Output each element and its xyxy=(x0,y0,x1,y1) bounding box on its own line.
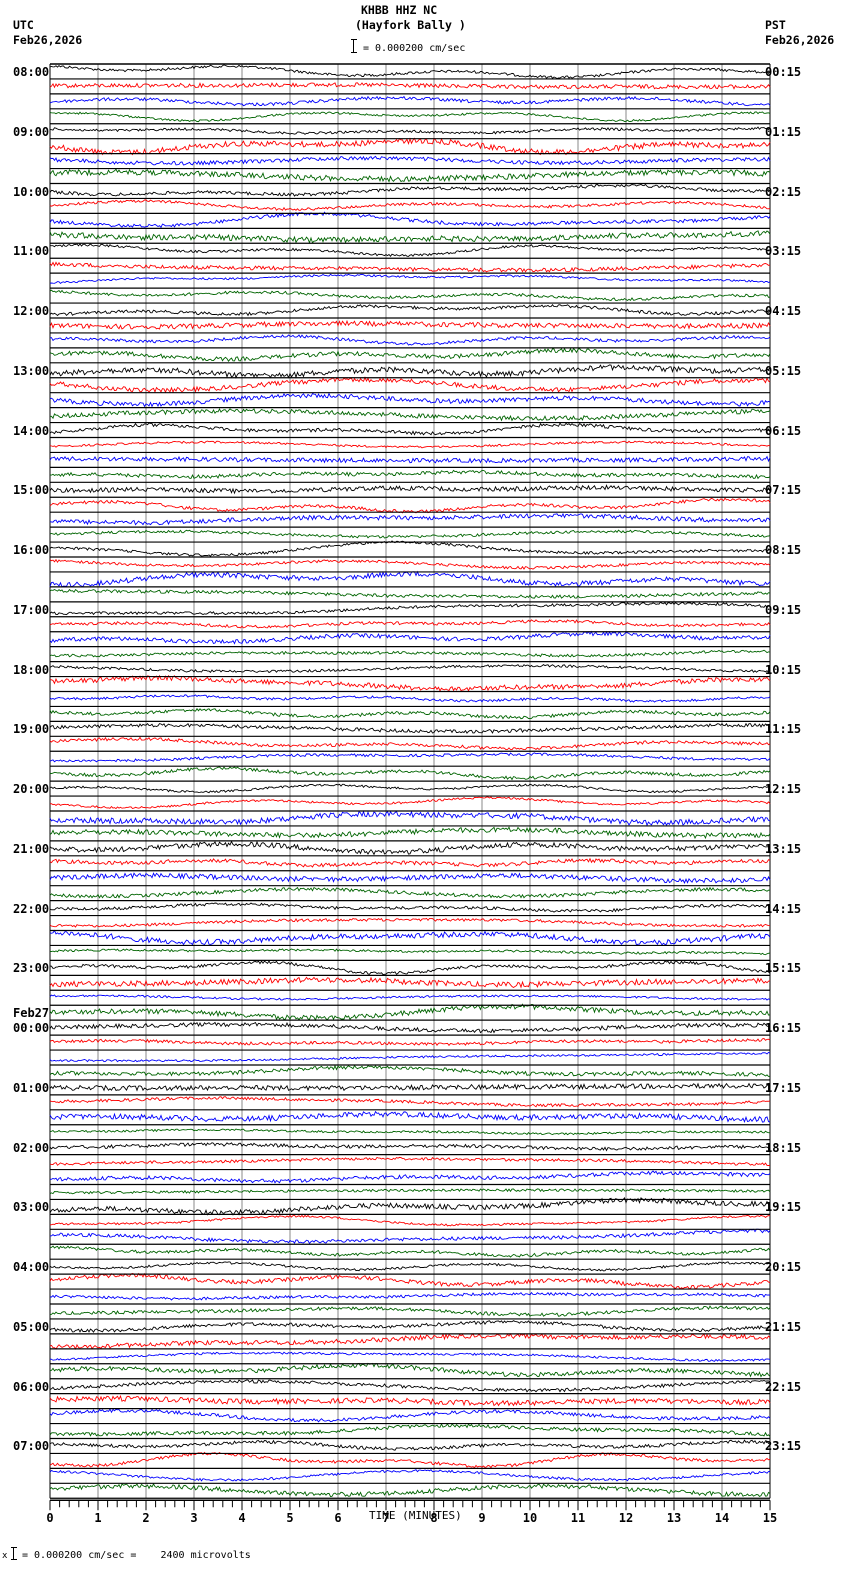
utc-hour-label: 21:00 xyxy=(13,841,50,856)
x-tick-label: 8 xyxy=(430,1511,438,1526)
x-tick-label: 4 xyxy=(238,1511,246,1526)
pst-hour-label: 16:15 xyxy=(765,1021,802,1036)
x-tick-label: 0 xyxy=(46,1511,54,1526)
pst-hour-label: 23:15 xyxy=(765,1439,802,1454)
date-change-label: Feb27 xyxy=(13,1006,50,1021)
utc-hour-label: 07:00 xyxy=(13,1439,50,1454)
x-tick-label: 12 xyxy=(618,1511,634,1526)
utc-hour-label: 23:00 xyxy=(13,961,50,976)
pst-hour-label: 05:15 xyxy=(765,363,802,378)
pst-hour-label: 07:15 xyxy=(765,483,802,498)
utc-hour-label: 19:00 xyxy=(13,722,50,737)
pst-hour-label: 21:15 xyxy=(765,1319,802,1334)
header-utc-date: Feb26,2026 xyxy=(13,33,83,47)
utc-hour-label: 04:00 xyxy=(13,1260,50,1275)
pst-hour-label: 02:15 xyxy=(765,184,802,199)
pst-hour-label: 01:15 xyxy=(765,124,802,139)
footer-scale-text: = 0.000200 cm/sec = 2400 microvolts xyxy=(22,1550,251,1561)
utc-hour-label: 15:00 xyxy=(13,483,50,498)
utc-hour-label: 14:00 xyxy=(13,423,50,438)
header-pst-date: Feb26,2026 xyxy=(765,33,835,47)
utc-hour-label: 16:00 xyxy=(13,543,50,558)
utc-hour-label: 12:00 xyxy=(13,304,50,319)
x-tick-label: 3 xyxy=(190,1511,198,1526)
pst-hour-label: 19:15 xyxy=(765,1200,802,1215)
utc-hour-label: 22:00 xyxy=(13,901,50,916)
pst-hour-label: 15:15 xyxy=(765,961,802,976)
header-location: (Hayfork Bally ) xyxy=(355,18,466,32)
utc-hour-label: 08:00 xyxy=(13,65,50,79)
header-station: KHBB HHZ NC xyxy=(361,3,438,17)
x-tick-label: 2 xyxy=(142,1511,150,1526)
x-tick-label: 15 xyxy=(762,1511,778,1526)
utc-hour-label: 03:00 xyxy=(13,1200,50,1215)
header-utc-label: UTC xyxy=(13,18,34,32)
utc-hour-label: 09:00 xyxy=(13,124,50,139)
utc-hour-label: 00:00 xyxy=(13,1021,50,1036)
x-axis-title: TIME (MINUTES) xyxy=(369,1509,462,1522)
pst-hour-label: 09:15 xyxy=(765,602,802,617)
time-axis xyxy=(49,1499,771,1511)
x-tick-label: 10 xyxy=(522,1511,538,1526)
utc-hour-label: 18:00 xyxy=(13,662,50,677)
pst-hour-label: 08:15 xyxy=(765,543,802,558)
x-tick-label: 5 xyxy=(286,1511,294,1526)
utc-hour-label: 20:00 xyxy=(13,782,50,797)
pst-hour-label: 00:15 xyxy=(765,65,802,79)
pst-hour-label: 13:15 xyxy=(765,841,802,856)
pst-hour-label: 14:15 xyxy=(765,901,802,916)
utc-hour-label: 13:00 xyxy=(13,363,50,378)
footer-scale-bar-icon xyxy=(11,1547,19,1560)
x-tick-label: 14 xyxy=(714,1511,730,1526)
seismic-traces xyxy=(49,64,771,1497)
pst-hour-label: 17:15 xyxy=(765,1080,802,1095)
pst-hour-label: 11:15 xyxy=(765,722,802,737)
x-tick-label: 7 xyxy=(382,1511,390,1526)
x-tick-label: 9 xyxy=(478,1511,486,1526)
header-pst-label: PST xyxy=(765,18,786,32)
x-tick-label: 1 xyxy=(94,1511,102,1526)
utc-hour-label: 06:00 xyxy=(13,1379,50,1394)
header-scale-bar-icon xyxy=(351,39,359,53)
pst-hour-label: 03:15 xyxy=(765,244,802,259)
x-tick-label: 11 xyxy=(570,1511,586,1526)
pst-hour-label: 12:15 xyxy=(765,782,802,797)
utc-hour-label: 11:00 xyxy=(13,244,50,259)
pst-hour-label: 10:15 xyxy=(765,662,802,677)
trace-baselines xyxy=(50,78,770,1499)
utc-hour-label: 05:00 xyxy=(13,1319,50,1334)
pst-hour-label: 04:15 xyxy=(765,304,802,319)
x-tick-label: 13 xyxy=(666,1511,682,1526)
x-tick-label: 6 xyxy=(334,1511,342,1526)
utc-hour-label: 02:00 xyxy=(13,1140,50,1155)
pst-hour-label: 18:15 xyxy=(765,1140,802,1155)
utc-hour-label: 17:00 xyxy=(13,602,50,617)
footer-prefix: x xyxy=(2,1551,8,1561)
pst-hour-label: 06:15 xyxy=(765,423,802,438)
header-scale-text: = 0.000200 cm/sec xyxy=(363,43,466,54)
pst-hour-label: 22:15 xyxy=(765,1379,802,1394)
utc-hour-label: 01:00 xyxy=(13,1080,50,1095)
pst-hour-label: 20:15 xyxy=(765,1260,802,1275)
utc-hour-label: 10:00 xyxy=(13,184,50,199)
